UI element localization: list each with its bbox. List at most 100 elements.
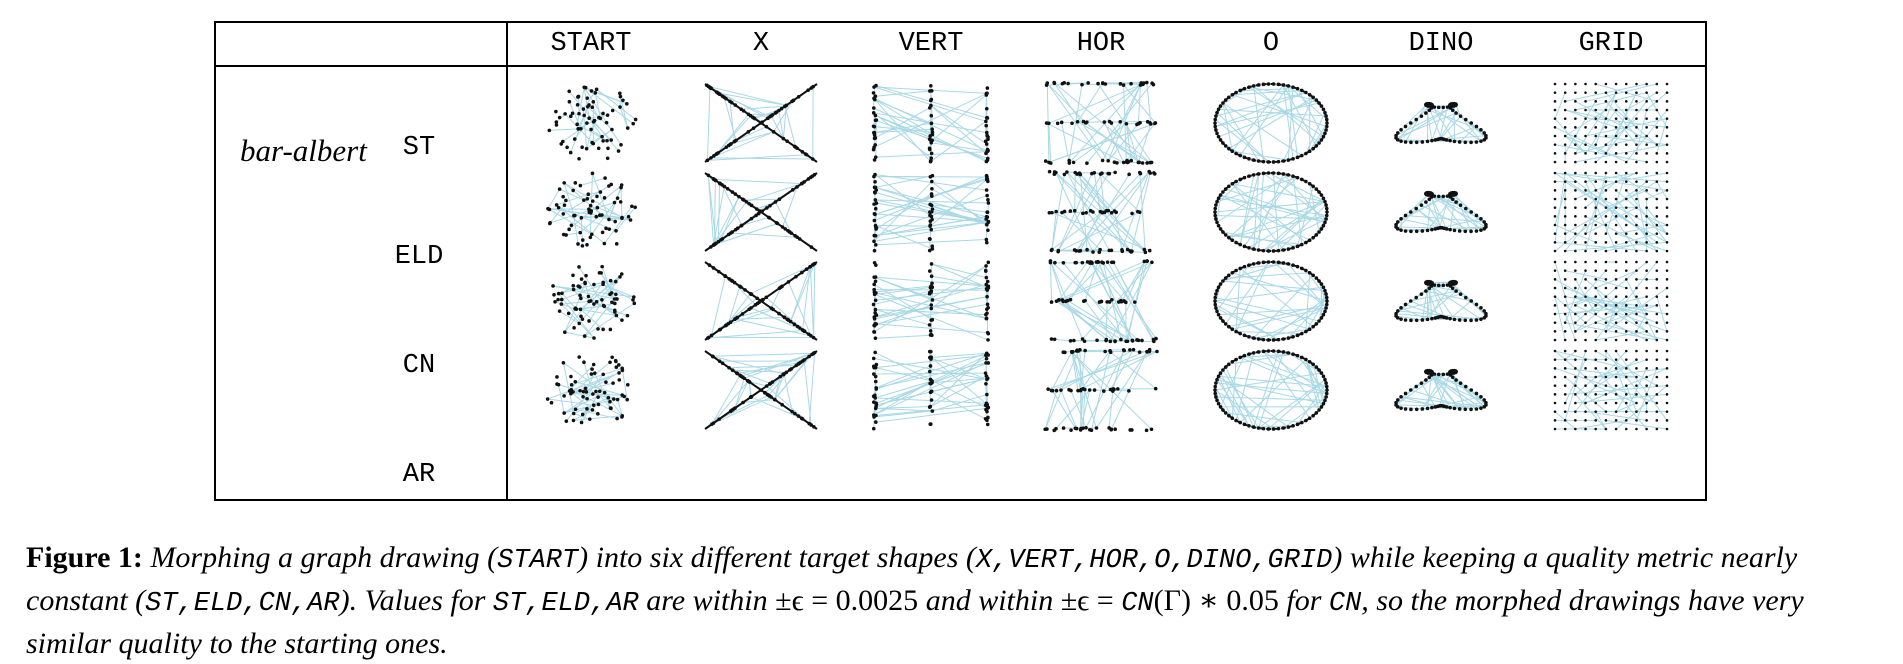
graph-node [986,86,990,90]
graph-edge [566,233,580,235]
graph-node [625,398,629,402]
graph-node [1304,241,1308,245]
graph-node [587,116,591,120]
graph-node [1448,228,1452,232]
graph-node [1231,416,1235,420]
graph-node [1564,109,1567,112]
graph-node [1635,350,1638,353]
graph-node [1325,214,1329,218]
graph-node [1574,350,1577,353]
graph-node [1645,410,1648,413]
graph-node [580,277,584,281]
graph-node [1469,230,1473,234]
graph-node [1635,250,1638,253]
graph-node [577,265,581,269]
graph-node [546,207,550,211]
graph-node [1645,350,1648,353]
graph-node [1464,319,1468,323]
graph-node [1666,241,1669,244]
graph-node [576,103,580,107]
graph-node [1645,241,1648,244]
graph-node [1564,261,1567,264]
graph-node [1635,428,1638,431]
graph-node [1479,406,1483,410]
graph-node [785,104,789,108]
graph-node [587,319,591,323]
graph-node [767,393,771,397]
graph-node [1475,407,1479,411]
graph-node [931,298,935,302]
graph-node [558,187,562,191]
graph-node [1069,428,1073,432]
graph-node [572,326,576,330]
graph-node [1152,338,1156,342]
caption-comma: , [992,546,1008,576]
graph-node [1645,180,1648,183]
graph-node [1594,152,1597,155]
graph-node [1564,161,1567,164]
graph-node [1615,117,1618,120]
graph-node [872,288,876,292]
graph-edge [810,267,813,338]
graph-node [1110,298,1114,302]
graph-node [771,113,775,117]
graph-node [1594,393,1597,396]
graph-node [589,128,593,132]
graph-node [557,292,561,296]
graph-node [582,107,586,111]
graph-node [1404,125,1408,129]
graph-node [1320,282,1324,286]
graph-edge [1055,339,1071,341]
graph-node [1615,241,1618,244]
graph-node [589,204,593,208]
graph-node [615,314,619,318]
graph-node [593,119,597,123]
graph-node [603,391,607,395]
graph-node [1099,172,1103,176]
graph-node [1214,114,1218,118]
graph-node [570,383,574,387]
graph-edge [1565,242,1667,251]
graph-node [1594,410,1597,413]
caption-term: CN [1121,589,1153,619]
graph-edge [1406,105,1426,142]
graph-node [1666,117,1669,120]
graph-node [1282,350,1286,354]
graph-node [577,355,581,359]
graph-node [1300,356,1304,360]
graph-node [1594,402,1597,405]
graph-cell-x-st [705,83,817,162]
graph-node [1415,319,1419,323]
graph-node [1323,200,1327,204]
graph-node [1574,330,1577,333]
graph-node [1635,117,1638,120]
graph-node [1325,385,1329,389]
graph-node [1584,358,1587,361]
graph-node [1311,363,1315,367]
graph-node [1231,149,1235,153]
graph-node [1093,388,1097,392]
graph-node [1645,117,1648,120]
graph-node [928,291,932,295]
graph-node [1234,269,1238,273]
graph-node [1219,282,1223,286]
graph-node [773,398,777,402]
graph-node [1404,303,1408,307]
graph-edge [712,397,771,424]
graph-node [1084,211,1088,215]
graph-node [603,242,607,246]
graph-node [1227,414,1231,418]
graph-node [558,116,562,120]
graph-node [1128,348,1132,352]
graph-node [1564,384,1567,387]
graph-node [1464,296,1468,300]
graph-node [1215,310,1219,314]
graph-node [1221,190,1225,194]
graph-node [1574,189,1577,192]
graph-node [1564,241,1567,244]
graph-node [1666,135,1669,138]
graph-node [1666,358,1669,361]
graph-node [874,407,878,411]
graph-node [548,129,552,133]
graph-node [1594,419,1597,422]
